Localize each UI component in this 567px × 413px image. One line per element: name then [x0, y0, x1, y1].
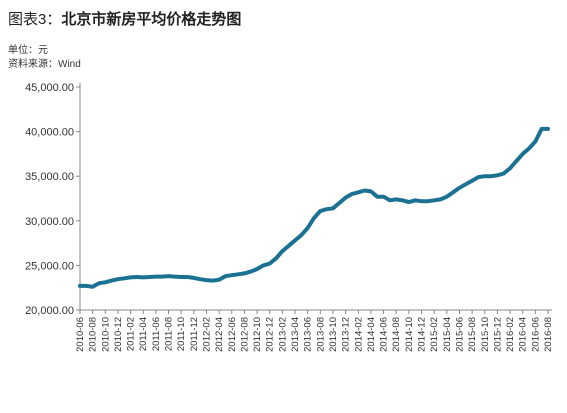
x-tick-label: 2015-02: [429, 317, 440, 352]
x-tick-label: 2011-06: [151, 317, 162, 351]
x-tick-label: 2011-10: [176, 317, 187, 351]
x-tick-label: 2013-12: [341, 317, 352, 352]
x-tick-label: 2012-02: [201, 317, 212, 352]
x-tick-label: 2015-12: [492, 317, 503, 352]
x-tick-label: 2011-08: [164, 317, 175, 351]
source-label: 资料来源：Wind: [8, 59, 81, 70]
x-tick-label: 2016-02: [505, 317, 516, 352]
y-tick-label: 25,000.00: [25, 260, 74, 272]
x-tick-label: 2014-06: [379, 317, 390, 352]
y-tick-label: 35,000.00: [25, 171, 74, 183]
x-tick-label: 2014-12: [417, 317, 428, 352]
x-tick-label: 2012-08: [239, 317, 250, 352]
x-tick-label: 2015-06: [454, 317, 465, 352]
x-tick-label: 2012-04: [214, 317, 225, 352]
x-tick-label: 2013-02: [277, 317, 288, 352]
x-tick-label: 2016-04: [518, 317, 529, 352]
price-series-line: [78, 126, 550, 289]
x-tick-label: 2010-06: [75, 317, 86, 352]
y-tick-label: 20,000.00: [25, 305, 74, 317]
x-tick-label: 2015-08: [467, 317, 478, 352]
x-tick-label: 2013-08: [315, 317, 326, 352]
x-tick-label: 2011-02: [126, 317, 137, 351]
x-tick-label: 2012-12: [265, 317, 276, 352]
x-tick-label: 2014-10: [404, 317, 415, 352]
x-tick-label: 2013-04: [290, 317, 301, 352]
x-tick-label: 2012-10: [252, 317, 263, 352]
x-tick-label: 2014-02: [353, 317, 364, 352]
x-tick-label: 2014-08: [391, 317, 402, 352]
title-text: 北京市新房平均价格走势图: [61, 11, 242, 28]
unit-label: 单位：元: [8, 45, 48, 56]
x-tick-label: 2016-08: [543, 317, 554, 352]
x-tick-label: 2013-06: [303, 317, 314, 352]
figure-number: 图表3：: [8, 11, 62, 28]
x-tick-label: 2010-10: [100, 317, 111, 352]
x-tick-label: 2011-04: [138, 317, 149, 351]
x-tick-label: 2013-10: [328, 317, 339, 352]
x-tick-label: 2015-10: [480, 317, 491, 352]
x-tick-label: 2015-04: [442, 317, 453, 352]
x-tick-label: 2011-12: [189, 317, 200, 351]
chart-title: 图表3：北京市新房平均价格走势图: [8, 8, 241, 29]
x-tick-label: 2014-04: [366, 317, 377, 352]
y-tick-label: 45,000.00: [25, 82, 74, 94]
x-tick-label: 2012-06: [227, 317, 238, 352]
x-tick-label: 2016-06: [530, 317, 541, 352]
y-tick-label: 30,000.00: [25, 216, 74, 228]
x-tick-label: 2010-08: [88, 317, 99, 352]
y-tick-label: 40,000.00: [25, 127, 74, 139]
x-tick-label: 2010-12: [113, 317, 124, 352]
